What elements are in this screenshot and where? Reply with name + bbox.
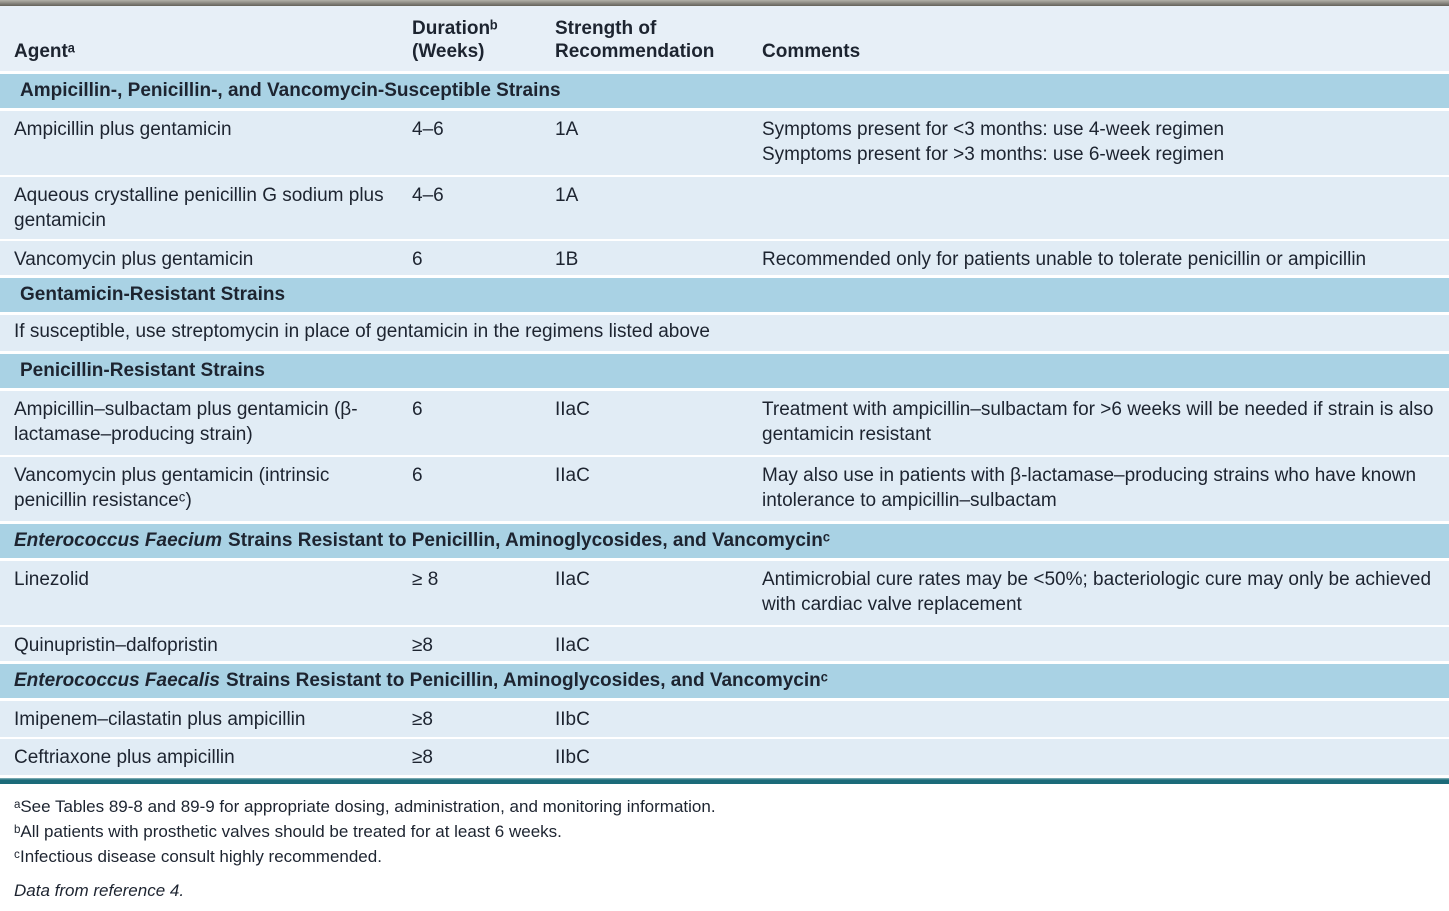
duration-cell: 6 [412, 249, 423, 270]
footnote-b: ᵇAll patients with prosthetic valves sho… [14, 822, 562, 841]
agent-cell: Vancomycin plus gentamicin [14, 249, 254, 270]
col-header-comments: Comments [762, 41, 861, 63]
strength-cell: IIaC [555, 635, 590, 656]
strength-cell: 1A [555, 185, 579, 206]
agent-cell: Ceftriaxone plus ampicillin [14, 747, 235, 768]
agent-cell: Imipenem–cilastatin plus ampicillin [14, 709, 306, 730]
section-header-faecalis-resistant: Enterococcus Faecalis Strains Resistant t… [0, 664, 1449, 698]
strength-cell: IIaC [555, 569, 590, 590]
duration-cell: 4–6 [412, 185, 444, 206]
agent-cell: Aqueous crystalline penicillin G sodium … [14, 185, 384, 232]
duration-cell: 4–6 [412, 119, 444, 140]
agent-cell: Linezolid [14, 569, 89, 590]
table-row-vancomycin-intrinsic: Vancomycin plus gentamicin (intrinsic pe… [0, 457, 1449, 521]
top-border-bar [0, 0, 1449, 6]
comments-cell: Antimicrobial cure rates may be <50%; ba… [762, 569, 1432, 616]
section-header-penicillin-resistant: Penicillin-Resistant Strains [0, 354, 1449, 388]
source-note: Data from reference 4. [14, 881, 185, 900]
section-title: Penicillin-Resistant Strains [20, 360, 265, 381]
bottom-rule [0, 778, 1449, 784]
strength-cell: IIaC [555, 399, 590, 420]
table-row-ceftriaxone: Ceftriaxone plus ampicillin ≥8 IIbC [0, 739, 1449, 775]
section-title: Ampicillin-, Penicillin-, and Vancomycin… [20, 80, 561, 101]
col-header-duration: Durationᵇ (Weeks) [412, 17, 498, 63]
duration-cell: 6 [412, 465, 423, 486]
agent-cell: Vancomycin plus gentamicin (intrinsic pe… [14, 465, 330, 512]
comments-cell: Treatment with ampicillin–sulbactam for … [762, 399, 1434, 446]
comments-cell: May also use in patients with β-lactamas… [762, 465, 1417, 512]
section-title-italic: Enterococcus Faecium [14, 530, 223, 551]
strength-cell: IIaC [555, 465, 590, 486]
section-header-gentamicin-resistant: Gentamicin-Resistant Strains [0, 278, 1449, 312]
agent-cell: Ampicillin plus gentamicin [14, 119, 232, 140]
footnotes: ᵃSee Tables 89-8 and 89-9 for appropriat… [0, 784, 1449, 869]
section-title: Strains Resistant to Penicillin, Aminogl… [228, 530, 831, 551]
table-header-row: Agentᵃ Durationᵇ (Weeks) Strength of Rec… [0, 6, 1449, 71]
agent-cell: Quinupristin–dalfopristin [14, 635, 218, 656]
duration-cell: 6 [412, 399, 423, 420]
comments-cell: Recommended only for patients unable to … [762, 249, 1367, 270]
table-row-vancomycin-gentamicin: Vancomycin plus gentamicin 6 1B Recommen… [0, 241, 1449, 275]
col-header-agent: Agentᵃ [14, 41, 75, 63]
table-row-linezolid: Linezolid ≥ 8 IIaC Antimicrobial cure ra… [0, 561, 1449, 625]
footnote-c: ᶜInfectious disease consult highly recom… [14, 847, 382, 866]
section-title-italic: Enterococcus Faecalis [14, 670, 220, 691]
duration-cell: ≥8 [412, 709, 433, 730]
comment-line: Symptoms present for >3 months: use 6-we… [762, 144, 1225, 166]
agent-cell: Ampicillin–sulbactam plus gentamicin (β-… [14, 399, 358, 446]
treatment-table: Agentᵃ Durationᵇ (Weeks) Strength of Rec… [0, 6, 1449, 775]
strength-cell: IIbC [555, 747, 590, 768]
duration-cell: ≥8 [412, 747, 433, 768]
section-title: Gentamicin-Resistant Strains [20, 284, 286, 305]
col-header-strength: Strength of Recommendation [555, 17, 715, 63]
section-title: Strains Resistant to Penicillin, Aminogl… [225, 670, 828, 691]
table-row-quinupristin: Quinupristin–dalfopristin ≥8 IIaC [0, 627, 1449, 661]
strength-cell: 1B [555, 249, 579, 270]
section-header-susceptible-strains: Ampicillin-, Penicillin-, and Vancomycin… [0, 74, 1449, 108]
table-row-imipenem: Imipenem–cilastatin plus ampicillin ≥8 I… [0, 701, 1449, 737]
table-row-streptomycin-note: If susceptible, use streptomycin in plac… [0, 315, 1449, 351]
comments-cell: Symptoms present for <3 months: use 4-we… [762, 117, 1449, 167]
section-header-faecium-resistant: Enterococcus Faecium Strains Resistant to… [0, 524, 1449, 558]
footnote-a: ᵃSee Tables 89-8 and 89-9 for appropriat… [14, 797, 716, 816]
table-row-penicillin-g-gentamicin: Aqueous crystalline penicillin G sodium … [0, 177, 1449, 239]
table-row-ampicillin-sulbactam: Ampicillin–sulbactam plus gentamicin (β-… [0, 391, 1449, 455]
table-row-ampicillin-gentamicin: Ampicillin plus gentamicin 4–6 1A Sympto… [0, 111, 1449, 175]
duration-cell: ≥8 [412, 635, 433, 656]
strength-cell: 1A [555, 119, 579, 140]
strength-cell: IIbC [555, 709, 590, 730]
comment-line: Symptoms present for <3 months: use 4-we… [762, 119, 1225, 140]
duration-cell: ≥ 8 [412, 569, 439, 590]
